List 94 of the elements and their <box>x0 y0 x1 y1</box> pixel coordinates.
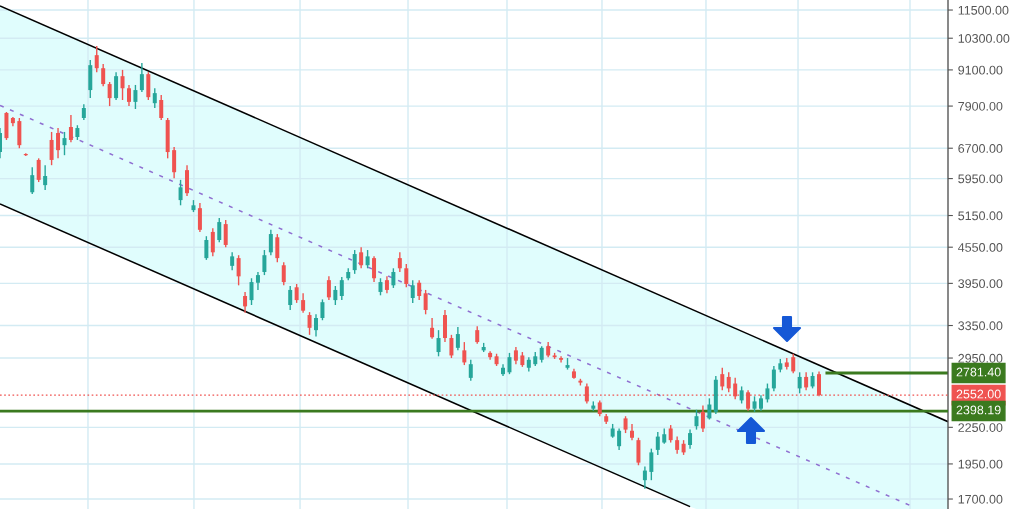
y-tick-label: 5150.00 <box>958 211 1003 221</box>
candlestick <box>197 202 202 233</box>
candlestick <box>791 353 796 374</box>
candlestick <box>326 275 331 301</box>
y-tick-label: 1700.00 <box>958 494 1003 504</box>
candlestick <box>243 291 248 314</box>
candlestick <box>146 71 151 101</box>
candlestick <box>404 263 409 288</box>
candlestick <box>249 277 254 306</box>
candlestick <box>120 69 125 101</box>
candlestick <box>126 84 131 107</box>
candlestick <box>314 313 318 338</box>
candlestick <box>185 164 190 197</box>
candlestick <box>765 382 770 404</box>
y-tick-label: 2250.00 <box>958 423 1003 432</box>
candlestick <box>94 45 99 73</box>
candlestick <box>56 127 61 160</box>
candlestick <box>559 355 564 364</box>
candlestick <box>101 63 106 87</box>
candlestick <box>430 317 435 340</box>
candlestick <box>236 254 241 287</box>
y-tick-label: 11500.00 <box>958 5 1009 15</box>
y-tick-label: 2950.00 <box>958 353 1003 363</box>
candlestick <box>178 179 183 206</box>
y-tick-label: 5950.00 <box>958 174 1003 184</box>
candlestick <box>268 229 273 256</box>
candlestick <box>688 428 693 450</box>
candlestick <box>372 255 377 283</box>
candlestick <box>436 329 441 358</box>
candlestick <box>339 276 344 301</box>
candlestick <box>307 311 312 336</box>
candlestick <box>139 62 144 93</box>
candlestick <box>301 292 306 314</box>
candlestick <box>359 246 364 269</box>
y-tick-label: 3350.00 <box>958 321 1003 331</box>
y-tick-label: 9100.00 <box>958 65 1003 75</box>
candlestick <box>152 87 157 109</box>
candlestick <box>655 431 660 456</box>
candlestick <box>68 114 73 143</box>
candlestick <box>288 285 293 311</box>
candlestick <box>133 84 138 110</box>
candlestick <box>694 409 699 431</box>
candlestick <box>423 289 428 316</box>
data-label: 2781.40 <box>956 367 1001 377</box>
candlestick <box>468 359 473 382</box>
candlestick <box>507 352 512 375</box>
candlestick <box>649 447 654 481</box>
y-tick-label: 7900.00 <box>958 101 1003 111</box>
candlestick <box>397 251 402 273</box>
candlestick <box>262 249 267 276</box>
candlestick <box>636 437 641 466</box>
candlestick <box>217 217 222 243</box>
candlestick <box>352 249 357 275</box>
candlestick <box>365 249 370 269</box>
candlestick <box>410 279 415 304</box>
candlestick <box>281 261 286 287</box>
candlestick <box>417 279 422 301</box>
candlestick <box>275 233 280 263</box>
candlestick <box>455 326 460 352</box>
candlestick <box>720 367 725 392</box>
y-tick-label: 3950.00 <box>958 279 1003 289</box>
ref-line-label: 2398.19 <box>956 405 1001 415</box>
candlestick <box>804 371 809 392</box>
candlestick <box>49 131 54 166</box>
candlestick <box>771 365 776 393</box>
candlestick <box>442 309 447 343</box>
candlestick <box>320 298 325 321</box>
candlestick <box>391 267 396 289</box>
candlestick <box>223 219 228 248</box>
candlestick <box>62 131 67 156</box>
candlestick <box>797 371 802 395</box>
ref-line-label: 2552.00 <box>956 389 1001 399</box>
candlestick <box>726 371 731 394</box>
candlestick <box>172 146 177 179</box>
y-tick-label: 10300.00 <box>958 34 1010 43</box>
candlestick <box>700 404 705 433</box>
candlestick <box>36 157 41 183</box>
candlestick <box>159 94 164 121</box>
candlestick <box>333 285 338 306</box>
candlestick <box>114 71 119 101</box>
candlestick <box>204 235 209 261</box>
y-tick-label: 6700.00 <box>958 144 1003 153</box>
candlestick <box>462 341 467 366</box>
candlestick <box>707 397 712 421</box>
candlestick <box>642 465 647 490</box>
y-tick-label: 1950.00 <box>958 459 1003 469</box>
candlestick <box>210 227 215 258</box>
candlestick <box>30 166 35 195</box>
candlestick <box>294 283 299 304</box>
candlestick <box>449 334 454 359</box>
candlestick <box>617 427 622 451</box>
candlestick <box>43 164 48 191</box>
y-tick-label: 4550.00 <box>958 243 1003 252</box>
candlestick <box>107 81 112 107</box>
